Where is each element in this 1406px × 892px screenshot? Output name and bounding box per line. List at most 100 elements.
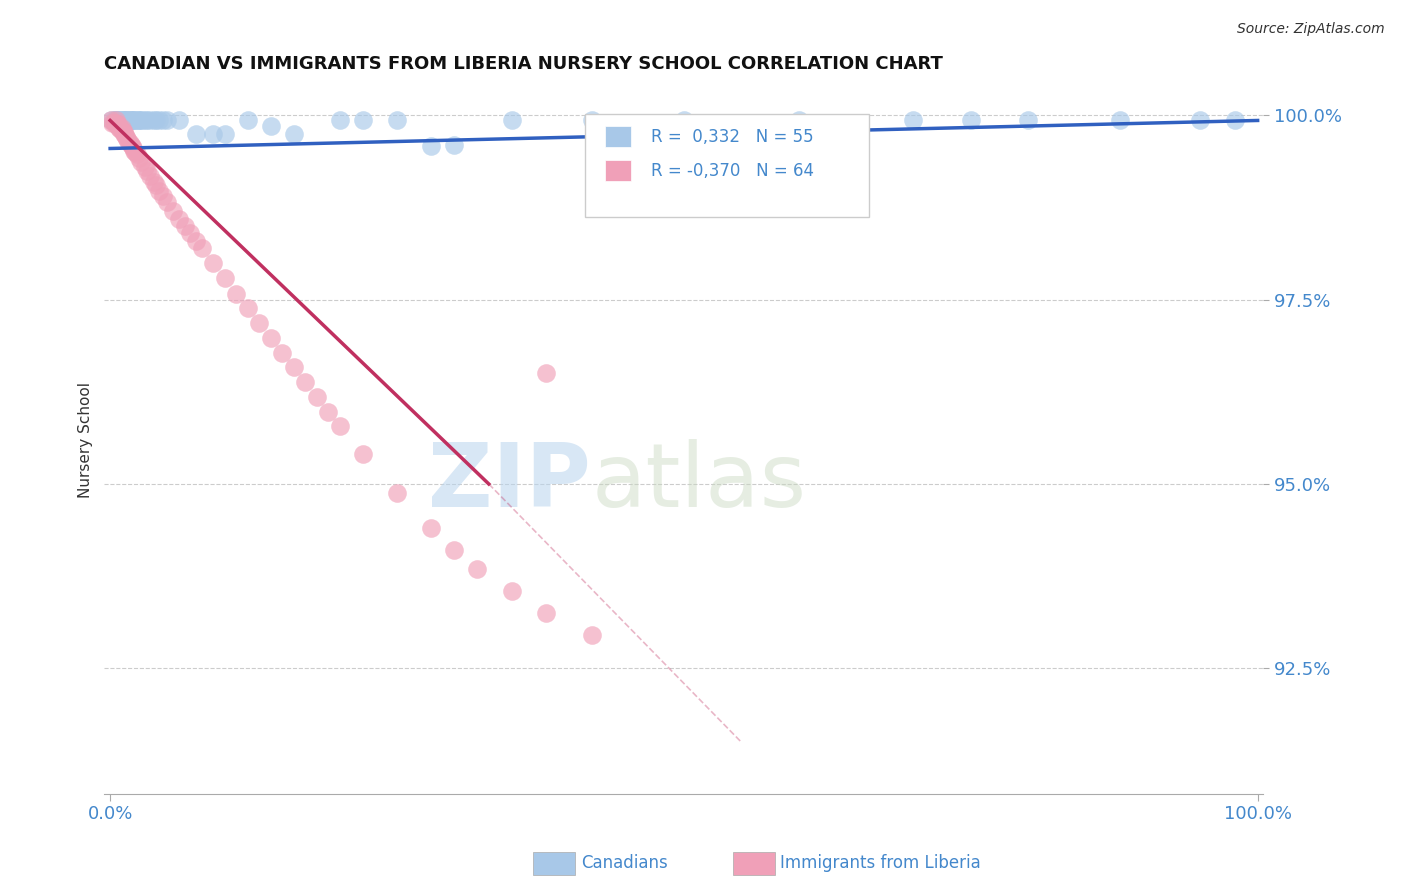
Point: [271, 345, 294, 359]
Point: [329, 113, 352, 128]
Point: [329, 419, 352, 434]
Point: [117, 113, 139, 128]
Point: [465, 562, 488, 576]
Point: [121, 113, 143, 128]
Point: [581, 113, 603, 128]
Point: [117, 134, 139, 148]
Point: [156, 113, 179, 128]
Point: [152, 189, 174, 203]
Point: [1017, 113, 1039, 128]
Point: [122, 141, 145, 155]
Point: [124, 145, 146, 160]
Point: [135, 113, 157, 128]
Point: [145, 113, 167, 128]
Point: [112, 124, 135, 138]
Point: [420, 139, 443, 153]
Point: [672, 113, 695, 128]
Point: [443, 137, 465, 152]
FancyBboxPatch shape: [585, 114, 869, 217]
Point: [131, 113, 153, 128]
Point: [101, 116, 124, 130]
Point: [316, 405, 339, 419]
Point: [186, 127, 208, 141]
Point: [103, 113, 125, 128]
Point: [110, 121, 132, 136]
Point: [385, 113, 408, 128]
Y-axis label: Nursery School: Nursery School: [79, 382, 93, 498]
Text: R =  0,332   N = 55: R = 0,332 N = 55: [651, 128, 814, 145]
Text: R = -0,370   N = 64: R = -0,370 N = 64: [651, 161, 814, 179]
Point: [122, 113, 145, 128]
Point: [186, 234, 208, 248]
Point: [114, 113, 136, 128]
Point: [134, 113, 156, 128]
Point: [534, 606, 557, 620]
Text: CANADIAN VS IMMIGRANTS FROM LIBERIA NURSERY SCHOOL CORRELATION CHART: CANADIAN VS IMMIGRANTS FROM LIBERIA NURS…: [104, 55, 943, 73]
Point: [283, 360, 305, 375]
Point: [135, 163, 157, 178]
Point: [581, 628, 603, 642]
Text: Canadians: Canadians: [581, 855, 668, 872]
Point: [294, 376, 316, 390]
Point: [142, 113, 165, 128]
Point: [122, 113, 145, 128]
Point: [167, 211, 190, 226]
Point: [225, 286, 247, 301]
Point: [107, 117, 129, 131]
Point: [214, 127, 236, 141]
Point: [1189, 113, 1212, 128]
Point: [134, 160, 156, 174]
Point: [202, 127, 225, 141]
Point: [104, 113, 127, 128]
Point: [111, 124, 134, 138]
Point: [127, 113, 149, 128]
Point: [100, 113, 122, 128]
Point: [179, 227, 201, 241]
Point: [236, 113, 259, 128]
Point: [305, 390, 328, 404]
Point: [108, 113, 131, 128]
Point: [104, 116, 127, 130]
Point: [105, 117, 128, 131]
Point: [139, 113, 162, 128]
Point: [260, 331, 283, 345]
Point: [125, 147, 148, 161]
Point: [118, 113, 141, 128]
Point: [1223, 113, 1246, 128]
Point: [112, 127, 135, 141]
Point: [148, 113, 170, 128]
Point: [129, 154, 152, 169]
Point: [104, 113, 127, 128]
Point: [122, 144, 145, 158]
Point: [1109, 113, 1132, 128]
Point: [420, 521, 443, 535]
Point: [247, 316, 270, 330]
Point: [121, 139, 143, 153]
FancyBboxPatch shape: [605, 126, 630, 147]
Point: [236, 301, 259, 316]
Point: [903, 113, 925, 128]
Point: [352, 448, 374, 462]
Point: [115, 130, 138, 145]
Point: [104, 116, 127, 130]
Point: [128, 113, 150, 128]
Point: [142, 175, 165, 189]
Point: [139, 169, 162, 183]
Point: [501, 583, 523, 598]
Point: [110, 113, 132, 128]
Point: [110, 113, 132, 128]
Point: [110, 123, 132, 137]
Point: [100, 113, 122, 128]
Point: [260, 120, 283, 134]
Point: [534, 367, 557, 381]
Point: [787, 113, 810, 128]
Point: [111, 113, 134, 128]
FancyBboxPatch shape: [605, 160, 630, 181]
Text: ZIP: ZIP: [429, 439, 591, 525]
Point: [120, 113, 142, 128]
Point: [162, 204, 184, 219]
Point: [108, 120, 131, 135]
Point: [103, 116, 125, 130]
Point: [118, 136, 141, 151]
Point: [173, 219, 195, 233]
